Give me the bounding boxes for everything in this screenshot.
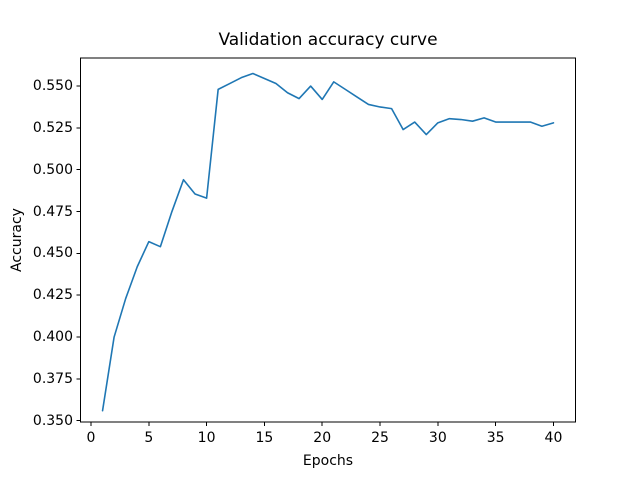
y-tick-label: 0.400 — [32, 329, 73, 346]
x-tick-label: 40 — [544, 430, 563, 447]
y-tick-label: 0.425 — [32, 287, 73, 304]
x-tick-label: 20 — [313, 430, 332, 447]
y-tick-label: 0.475 — [32, 203, 73, 220]
validation-accuracy-line — [101, 72, 555, 412]
x-tick-label: 0 — [86, 430, 96, 447]
chart-title: Validation accuracy curve — [218, 30, 438, 50]
x-axis-label: Epochs — [302, 453, 354, 469]
x-tick-label: 10 — [197, 430, 216, 447]
axes-frame — [80, 57, 576, 423]
y-tick-label: 0.550 — [32, 78, 73, 95]
y-tick-label: 0.375 — [32, 370, 73, 387]
y-tick-label: 0.525 — [32, 119, 73, 136]
y-tick-label: 0.500 — [32, 161, 73, 178]
x-tick-label: 25 — [371, 430, 389, 447]
y-tick-label: 0.450 — [32, 245, 73, 262]
x-tick-label: 15 — [255, 430, 274, 447]
x-tick-label: 5 — [144, 430, 154, 447]
y-tick-label: 0.350 — [32, 412, 73, 429]
y-axis-label: Accuracy — [9, 208, 25, 272]
x-tick-label: 30 — [428, 430, 447, 447]
x-tick-label: 35 — [486, 430, 505, 447]
